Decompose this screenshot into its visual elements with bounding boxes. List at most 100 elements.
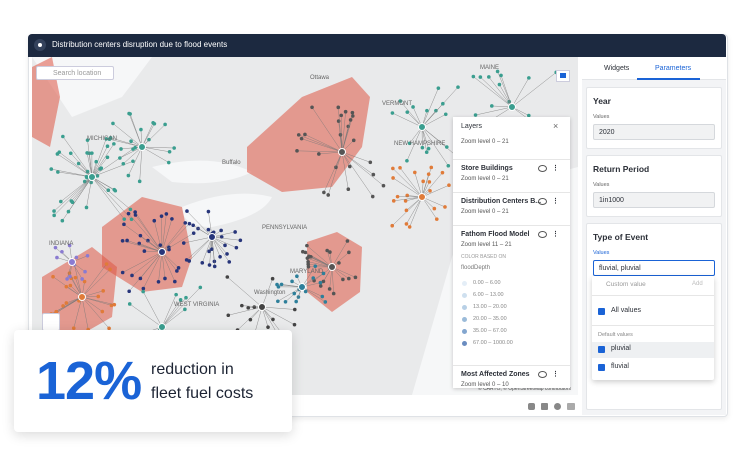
legend-heading: COLOR BASED ON [461,254,507,260]
site [122,217,127,221]
network-link [110,137,143,148]
site [56,170,60,174]
legend-swatch [462,317,467,322]
icon[interactable] [567,403,575,410]
parameter-input[interactable]: 2020 [593,124,715,140]
network-link [81,296,115,305]
network-link [161,299,181,328]
option[interactable]: All values [611,307,641,314]
layer-name: Fathom Flood Model [461,231,530,238]
network-link [406,196,423,225]
site [225,275,230,279]
map-toggle[interactable] [556,70,570,82]
network-link [135,214,163,253]
network-link [91,157,108,178]
site [299,136,304,141]
dropdown-add[interactable]: Add [692,281,703,287]
network-link [161,232,194,253]
site [207,263,212,267]
site [432,206,437,211]
hub [328,263,336,271]
site [353,275,358,280]
layer-name: Store Buildings [461,165,513,172]
tab[interactable]: Widgets [604,65,630,72]
network-link [421,196,446,208]
parameter-input[interactable]: fluvial, pluvial [593,260,715,276]
network-link [392,177,423,198]
network-link [414,172,423,198]
network-link [421,126,449,166]
site [198,285,203,290]
legend-swatch [462,329,467,334]
dropdown-search[interactable]: Custom value [606,281,646,288]
site [152,122,157,126]
hub [418,123,426,131]
network-link [421,88,439,128]
network-link [161,309,185,328]
divider [453,192,570,193]
site [109,303,114,308]
site [303,250,308,255]
menu-icon[interactable] [34,39,46,51]
network-link [305,252,333,268]
option[interactable]: pluvial [611,345,631,352]
site [292,307,297,312]
search-box[interactable]: Search location [36,66,114,80]
network-link [211,236,237,248]
site [276,285,281,289]
network-link [301,273,324,288]
site [106,188,111,193]
network-link [56,296,83,312]
checkbox[interactable] [598,308,605,315]
site [328,250,332,254]
icon[interactable] [554,403,561,410]
site [446,163,451,168]
site [426,172,431,176]
site [246,306,251,310]
tab[interactable]: Parameters [655,65,692,72]
close-button[interactable]: × [553,121,559,131]
parameter-input[interactable]: 1in1000 [593,192,715,208]
legend-swatch [462,341,467,346]
parameter-label: Values [593,250,610,256]
kebab[interactable]: ⋮ [552,198,559,205]
checkbox[interactable] [598,346,605,353]
site [147,137,151,142]
site [206,209,211,214]
site [133,145,137,150]
site [351,138,356,143]
eye-icon[interactable] [538,165,547,172]
option[interactable]: fluvial [611,363,629,370]
header-title: Distribution centers disruption due to f… [52,40,228,49]
eye-icon[interactable] [538,231,547,238]
kebab[interactable]: ⋮ [552,165,559,172]
dropdown[interactable]: Custom value Add All values Default values p… [592,276,714,380]
hub [68,258,76,266]
hub [138,143,146,151]
checkbox[interactable] [598,364,605,371]
site [327,287,332,291]
eye-icon[interactable] [538,371,547,378]
kebab[interactable]: ⋮ [552,371,559,378]
network-link [297,150,343,153]
icon[interactable] [541,403,548,410]
site [336,119,341,123]
site [440,170,445,175]
icon[interactable] [528,403,535,410]
site [112,187,117,192]
locate-button[interactable] [42,313,60,331]
site [60,249,64,254]
network-link [341,151,349,190]
network-link [261,278,273,308]
site [527,76,531,80]
network-link [122,240,163,253]
lake [182,193,272,227]
site [331,291,336,296]
divider [592,325,714,326]
kebab[interactable]: ⋮ [552,231,559,238]
site [434,217,439,221]
eye-icon[interactable] [538,198,547,205]
site [187,221,192,226]
site [112,302,117,307]
layers-title: Layers [461,123,483,130]
